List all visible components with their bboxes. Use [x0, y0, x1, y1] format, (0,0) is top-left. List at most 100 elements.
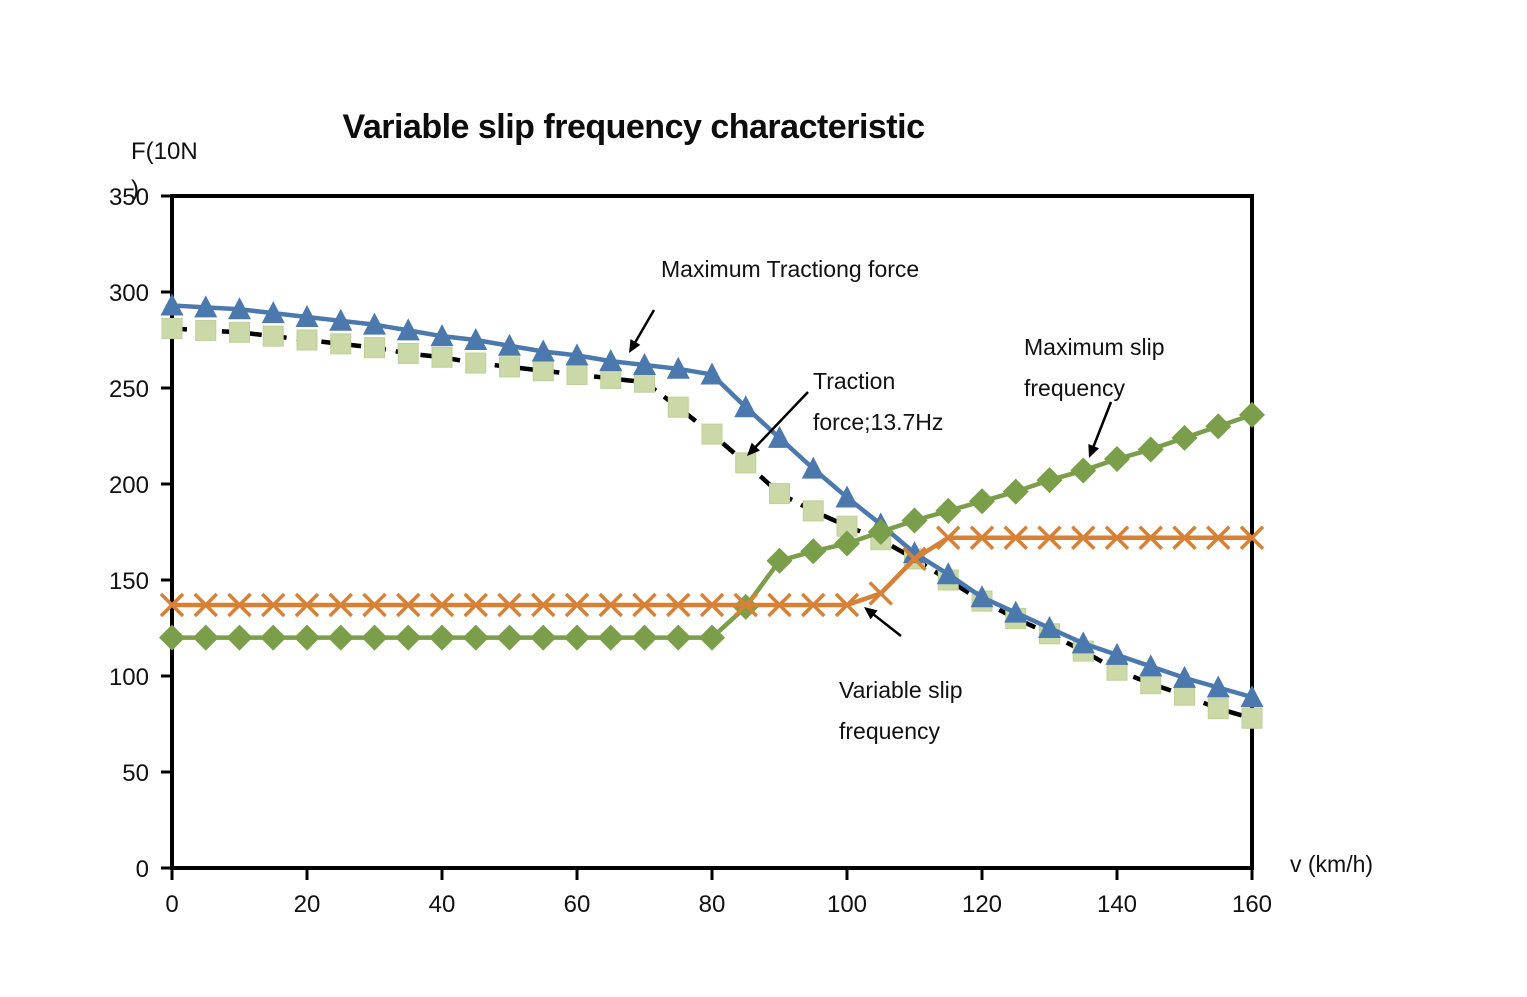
series-maximum-slip-frequency-marker	[462, 624, 489, 651]
series-maximum-tractiong-force-marker	[700, 362, 724, 385]
y-tick-label: 50	[122, 760, 149, 787]
variable-slip-annotation-arrow-head	[864, 607, 878, 620]
series-maximum-tractiong-force-marker	[1004, 600, 1028, 623]
series-traction-force-13-7hz-marker	[1207, 698, 1229, 720]
series-traction-force-13-7hz-marker	[701, 423, 723, 445]
x-tick-label: 100	[827, 891, 867, 918]
max-slip-annotation-label: Maximum slip	[1024, 334, 1165, 360]
series-maximum-slip-frequency-marker	[294, 624, 320, 651]
series-maximum-slip-frequency-marker	[1104, 446, 1130, 473]
series-traction-force-13-7hz-marker	[802, 500, 824, 522]
series-maximum-tractiong-force-marker	[295, 304, 319, 327]
series-traction-force-13-7hz-marker	[229, 321, 250, 343]
series-maximum-slip-frequency-marker	[597, 624, 624, 651]
max-slip-annotation-arrow-line	[1090, 401, 1113, 452]
series-maximum-tractiong-force-marker	[801, 456, 825, 479]
series-maximum-tractiong-force-marker	[936, 562, 960, 585]
y-axis-label: F(10N)	[131, 133, 198, 209]
series-variable-slip-frequency-marker	[902, 546, 927, 572]
series-variable-slip-frequency-marker	[261, 592, 286, 618]
series-variable-slip-frequency-marker	[193, 592, 218, 618]
series-traction-force-13-7hz-marker	[600, 367, 622, 389]
series-maximum-tractiong-force-marker	[430, 324, 454, 347]
series-maximum-slip-frequency-marker	[935, 497, 962, 524]
series-traction-force-13-7hz-marker	[1174, 684, 1195, 706]
max-traction-annotation-arrow-line	[631, 309, 656, 348]
series-maximum-slip-frequency-marker	[192, 624, 219, 651]
series-variable-slip-frequency-marker	[733, 592, 758, 618]
series-variable-slip-frequency-marker	[632, 592, 657, 618]
series-maximum-slip-frequency-marker	[1036, 467, 1063, 494]
y-tick-label: 350	[109, 184, 149, 211]
x-axis-label: v (km/h)	[1290, 851, 1374, 877]
traction-annotation-label: force;13.7Hz	[813, 409, 943, 435]
series-maximum-tractiong-force-marker	[1139, 654, 1163, 677]
series-traction-force-13-7hz-marker	[634, 371, 655, 393]
series-traction-force-13-7hz-marker	[431, 346, 453, 368]
series-maximum-tractiong-force-marker	[498, 333, 521, 356]
series-maximum-slip-frequency-marker	[1070, 457, 1097, 484]
series-maximum-tractiong-force-marker	[1173, 665, 1196, 688]
x-tick-label: 20	[294, 891, 321, 918]
series-variable-slip-frequency-marker	[328, 592, 353, 618]
series-maximum-tractiong-force-marker	[396, 318, 420, 341]
series-maximum-slip-frequency-marker	[496, 624, 523, 651]
series-maximum-slip-frequency-marker	[361, 624, 388, 651]
y-tick-label: 100	[109, 664, 149, 691]
series-variable-slip-frequency-marker	[801, 592, 826, 618]
series-variable-slip-frequency-marker	[598, 592, 623, 618]
series-traction-force-13-7hz-marker	[566, 364, 588, 386]
series-maximum-tractiong-force-marker	[160, 293, 184, 316]
series-variable-slip-frequency-marker	[1206, 525, 1231, 550]
series-variable-slip-frequency-marker	[227, 592, 252, 618]
series-traction-force-13-7hz-marker	[769, 483, 790, 505]
series-variable-slip-frequency-marker	[767, 592, 792, 618]
series-maximum-tractiong-force-marker	[1240, 685, 1264, 708]
traction-annotation-label: Traction	[813, 368, 895, 394]
chart-title: Variable slip frequency characteristic	[342, 108, 925, 146]
series-variable-slip-frequency-marker	[666, 592, 691, 618]
traction-annotation-arrow-line	[750, 391, 809, 452]
x-tick-label: 0	[165, 891, 178, 918]
series-maximum-slip-frequency-marker	[530, 624, 557, 651]
series-maximum-slip-frequency-marker	[1239, 401, 1265, 428]
series-variable-slip-frequency-marker	[531, 592, 556, 618]
series-maximum-tractiong-force-marker	[1071, 631, 1095, 654]
variable-slip-annotation-arrow-line	[868, 610, 902, 637]
series-maximum-slip-frequency-marker	[159, 624, 185, 651]
series-variable-slip-frequency-marker	[1172, 525, 1197, 550]
series-variable-slip-frequency-line	[172, 535, 1252, 608]
series-maximum-slip-frequency-marker	[867, 519, 894, 545]
series-maximum-slip-frequency-marker	[395, 624, 422, 651]
y-tick-label: 200	[109, 472, 149, 499]
y-tick-label: 150	[109, 568, 149, 595]
y-tick-label: 0	[136, 856, 149, 883]
max-slip-annotation-label: frequency	[1024, 375, 1126, 401]
series-variable-slip-frequency-marker	[834, 592, 860, 618]
series-traction-force-13-7hz-marker	[499, 356, 520, 378]
series-maximum-tractiong-force-marker	[363, 312, 386, 335]
series-maximum-tractiong-force-marker	[261, 301, 285, 324]
variable-slip-annotation-label: Variable slip	[839, 677, 963, 703]
series-maximum-tractiong-force-marker	[835, 485, 859, 508]
series-maximum-slip-frequency-marker	[327, 624, 354, 651]
series-maximum-slip-frequency-marker	[1137, 436, 1164, 463]
series-maximum-tractiong-force-marker	[228, 297, 251, 320]
series-maximum-tractiong-force-marker	[194, 295, 218, 318]
series-variable-slip-frequency-marker	[463, 592, 488, 618]
series-variable-slip-frequency-marker	[1104, 525, 1130, 550]
y-tick-label: 250	[109, 376, 149, 403]
series-maximum-slip-frequency-marker	[766, 547, 793, 574]
traction-annotation-arrow-head	[747, 442, 760, 456]
x-tick-label: 80	[699, 891, 726, 918]
series-variable-slip-frequency-marker	[294, 592, 320, 618]
x-tick-label: 120	[962, 891, 1002, 918]
series-maximum-slip-frequency-marker	[429, 624, 455, 651]
series-maximum-tractiong-force-marker	[329, 308, 353, 331]
series-maximum-tractiong-force-marker	[734, 395, 758, 418]
series-variable-slip-frequency-marker	[362, 592, 387, 618]
series-maximum-tractiong-force-marker	[768, 425, 791, 448]
max-traction-annotation-arrow-head	[629, 339, 641, 353]
series-maximum-slip-frequency-marker	[226, 624, 253, 651]
